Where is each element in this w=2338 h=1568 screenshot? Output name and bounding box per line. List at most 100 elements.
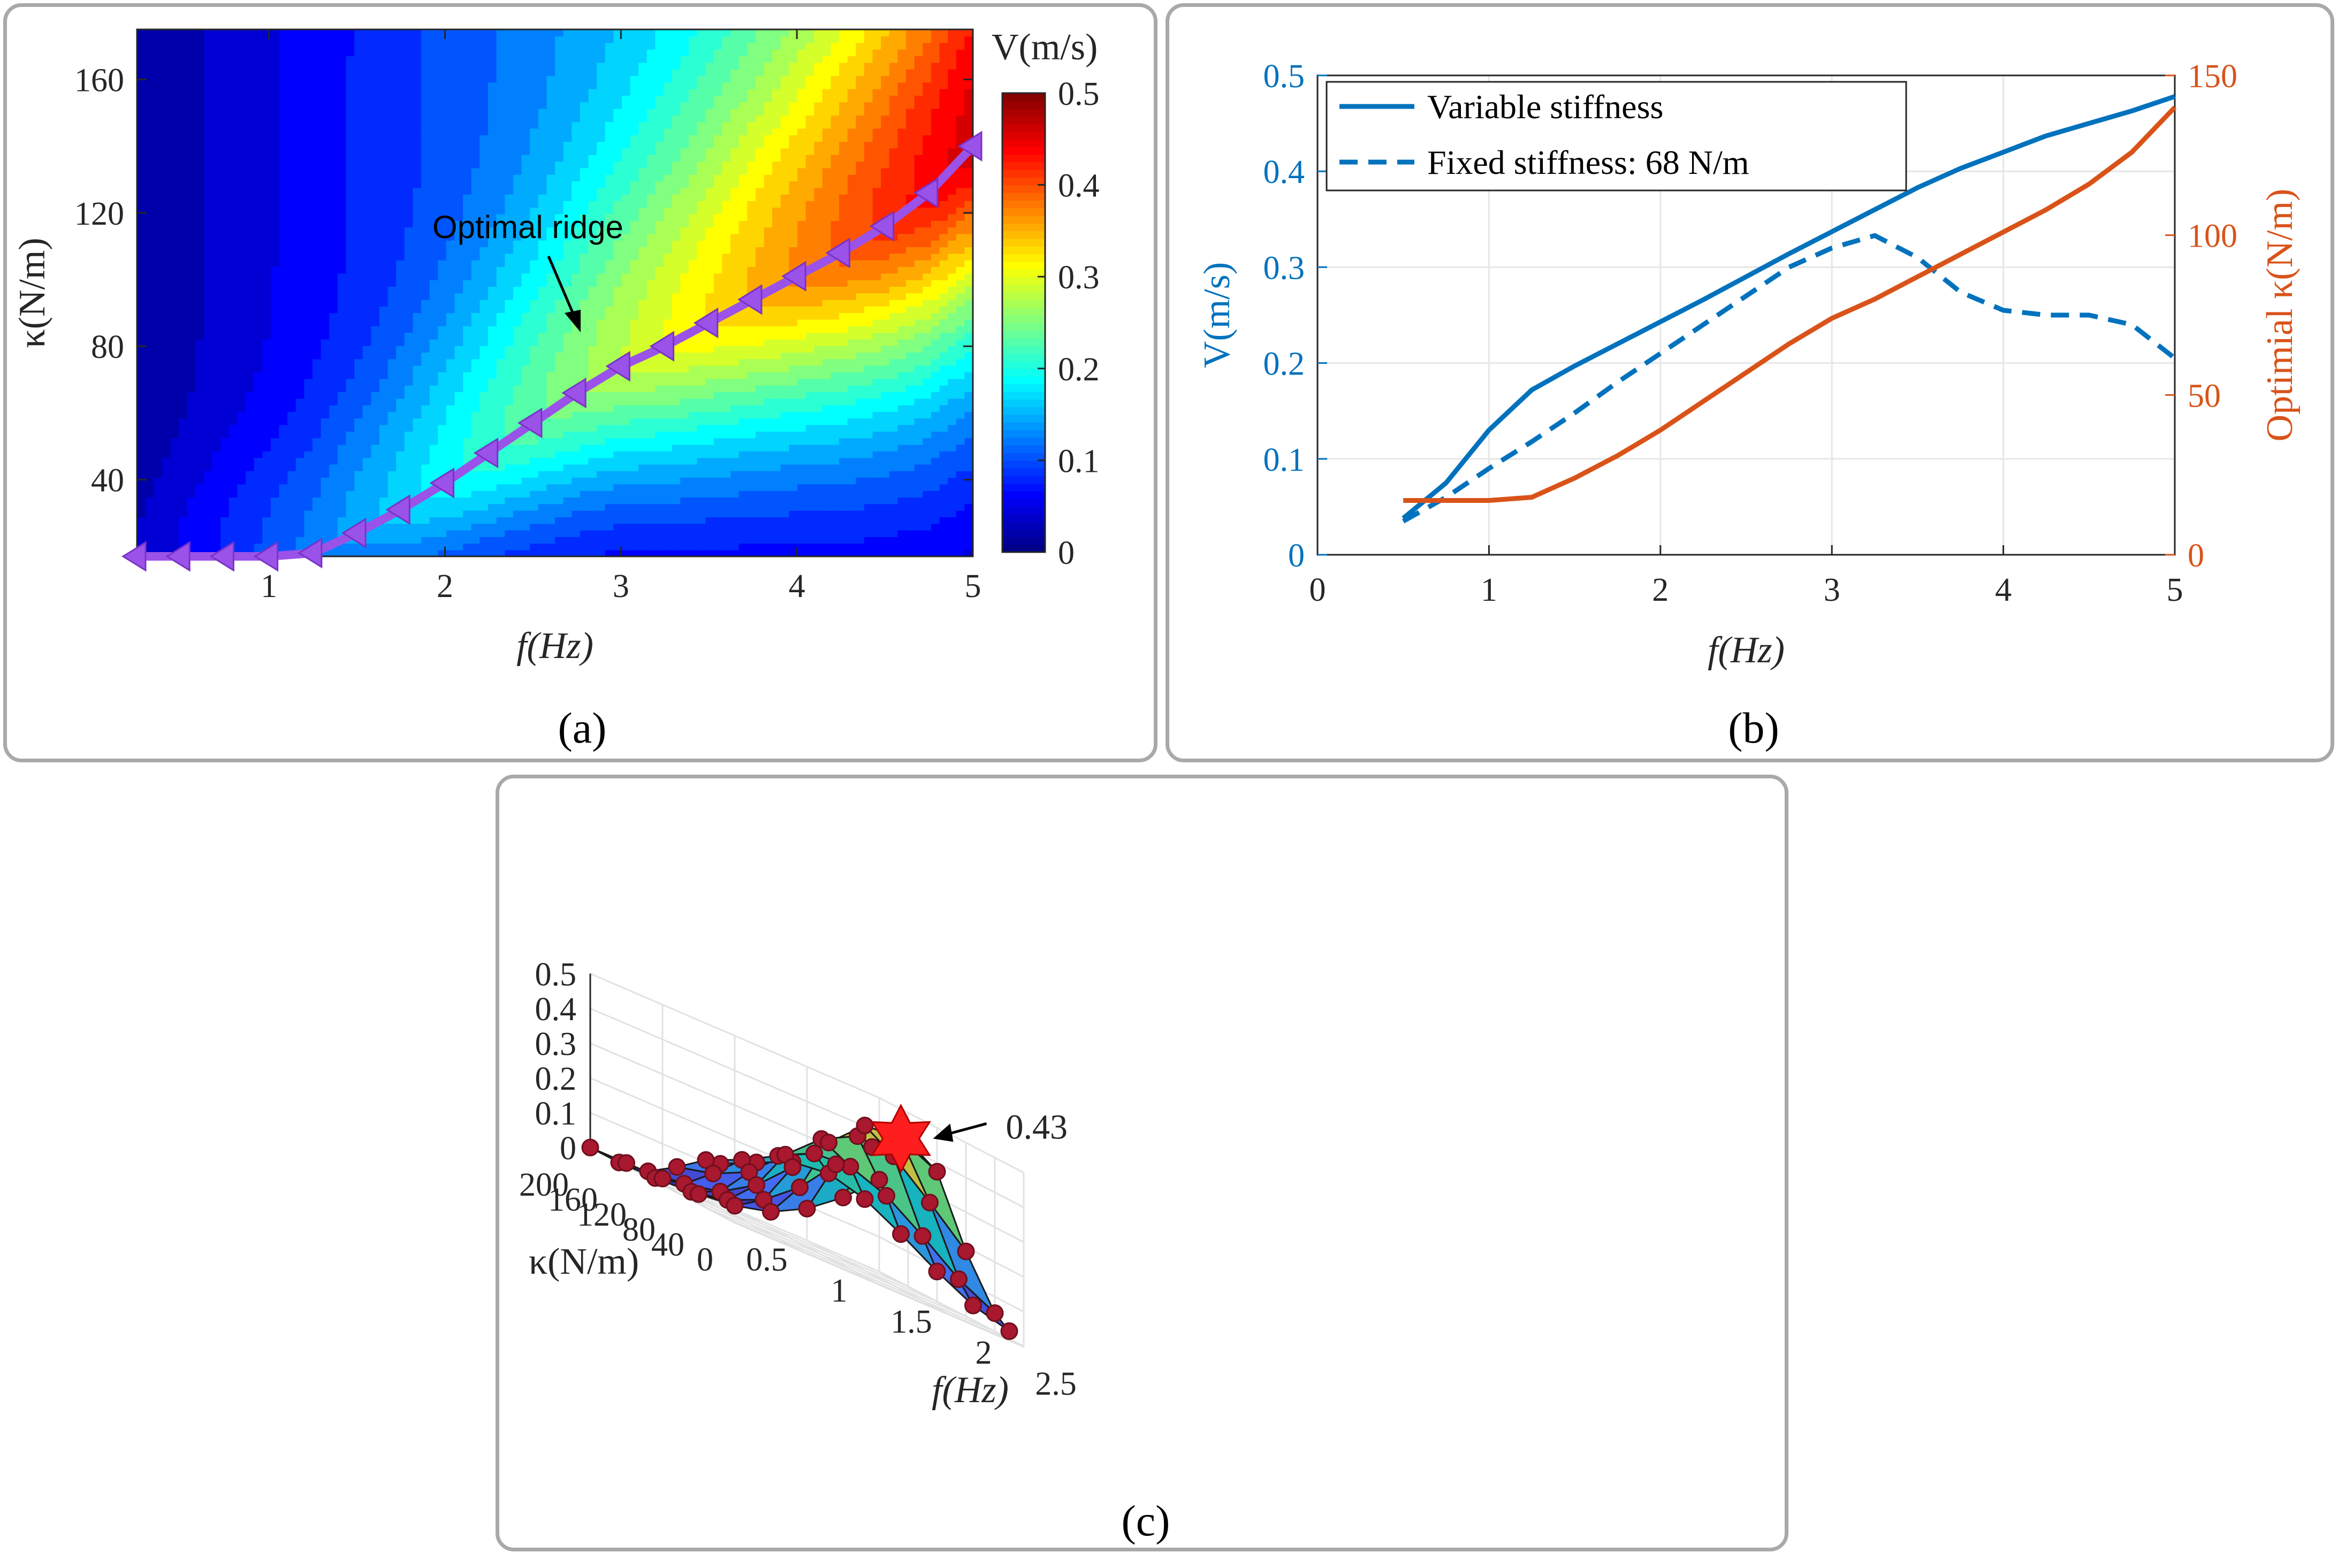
heatmap-cell xyxy=(479,299,489,307)
heatmap-cell xyxy=(254,326,263,333)
heatmap-cell xyxy=(229,464,238,471)
heatmap-cell xyxy=(295,273,305,280)
heatmap-cell xyxy=(279,503,288,511)
heatmap-cell xyxy=(195,207,204,215)
heatmap-cell xyxy=(638,187,648,195)
heatmap-cell xyxy=(237,372,246,379)
heatmap-cell xyxy=(597,279,606,287)
heatmap-cell xyxy=(313,167,322,175)
heatmap-cell xyxy=(313,346,322,353)
heatmap-cell xyxy=(346,378,355,386)
heatmap-cell xyxy=(630,233,639,241)
heatmap-cell xyxy=(630,365,639,372)
heatmap-cell xyxy=(387,128,397,135)
heatmap-cell xyxy=(638,477,648,485)
heatmap-cell xyxy=(404,161,414,169)
heatmap-cell xyxy=(371,484,380,491)
heatmap-cell xyxy=(546,523,555,531)
heatmap-cell xyxy=(521,451,530,458)
heatmap-cell xyxy=(387,490,397,498)
heatmap-cell xyxy=(270,68,280,76)
heatmap-cell xyxy=(588,68,597,76)
heatmap-cell xyxy=(279,121,288,129)
heatmap-cell xyxy=(329,477,338,485)
heatmap-cell xyxy=(538,135,547,142)
heatmap-cell xyxy=(254,299,263,307)
heatmap-cell xyxy=(404,240,414,248)
heatmap-cell xyxy=(195,56,204,63)
heatmap-cell xyxy=(538,88,547,96)
heatmap-cell xyxy=(212,299,221,307)
heatmap-cell xyxy=(580,418,589,425)
heatmap-cell xyxy=(463,549,472,557)
heatmap-cell xyxy=(154,201,163,208)
heatmap-cell xyxy=(597,339,606,346)
heatmap-cell xyxy=(446,299,455,307)
heatmap-cell xyxy=(496,424,506,432)
heatmap-cell xyxy=(438,233,447,241)
heatmap-cell xyxy=(646,543,656,550)
heatmap-cell xyxy=(179,339,188,346)
heatmap-cell xyxy=(220,293,230,300)
heatmap-cell xyxy=(295,75,305,83)
heatmap-cells xyxy=(137,29,973,557)
heatmap-cell xyxy=(530,75,539,83)
heatmap-cell xyxy=(563,339,572,346)
heatmap-cell xyxy=(546,213,555,221)
heatmap-cell xyxy=(229,490,238,498)
heatmap-cell xyxy=(421,36,430,43)
heatmap-cell xyxy=(170,411,179,419)
heatmap-cell xyxy=(371,29,380,37)
heatmap-cell xyxy=(362,174,372,181)
heatmap-cell xyxy=(187,477,196,485)
heatmap-cell xyxy=(563,174,572,181)
heatmap-cell xyxy=(463,141,472,149)
heatmap-cell xyxy=(622,135,631,142)
heatmap-cell xyxy=(446,167,455,175)
heatmap-cell xyxy=(421,358,430,366)
heatmap-cell xyxy=(329,510,338,517)
heatmap-cell xyxy=(630,457,639,465)
heatmap-cell xyxy=(179,286,188,294)
heatmap-cell xyxy=(613,259,622,267)
heatmap-cell xyxy=(154,346,163,353)
heatmap-cell xyxy=(488,346,497,353)
heatmap-cell xyxy=(204,108,213,116)
heatmap-cell xyxy=(254,537,263,544)
heatmap-cell xyxy=(279,438,288,445)
heatmap-cell xyxy=(622,306,631,313)
heatmap-cell xyxy=(137,431,146,439)
heatmap-cell xyxy=(321,259,330,267)
heatmap-cell xyxy=(229,161,238,169)
heatmap-cell xyxy=(187,517,196,524)
heatmap-cell xyxy=(254,213,263,221)
heatmap-cell xyxy=(555,365,564,372)
heatmap-cell xyxy=(287,286,296,294)
heatmap-cell xyxy=(179,29,188,37)
heatmap-cell xyxy=(446,438,455,445)
heatmap-cell xyxy=(220,279,230,287)
heatmap-cell xyxy=(563,154,572,162)
heatmap-cell xyxy=(597,240,606,248)
heatmap-cell xyxy=(563,148,572,155)
heatmap-cell xyxy=(329,167,338,175)
heatmap-cell xyxy=(413,404,422,412)
heatmap-cell xyxy=(137,161,146,169)
heatmap-cell xyxy=(555,227,564,234)
heatmap-cell xyxy=(313,148,322,155)
heatmap-cell xyxy=(463,497,472,504)
heatmap-cell xyxy=(237,312,246,320)
heatmap-cell xyxy=(287,385,296,392)
heatmap-cell xyxy=(413,418,422,425)
heatmap-cell xyxy=(488,259,497,267)
heatmap-cell xyxy=(346,115,355,123)
heatmap-cell xyxy=(337,88,347,96)
heatmap-cell xyxy=(396,115,405,123)
heatmap-cell xyxy=(204,293,213,300)
heatmap-cell xyxy=(580,148,589,155)
heatmap-cell xyxy=(597,503,606,511)
heatmap-cell xyxy=(179,135,188,142)
heatmap-cell xyxy=(179,266,188,274)
heatmap-cell xyxy=(413,220,422,228)
heatmap-cell xyxy=(638,299,648,307)
